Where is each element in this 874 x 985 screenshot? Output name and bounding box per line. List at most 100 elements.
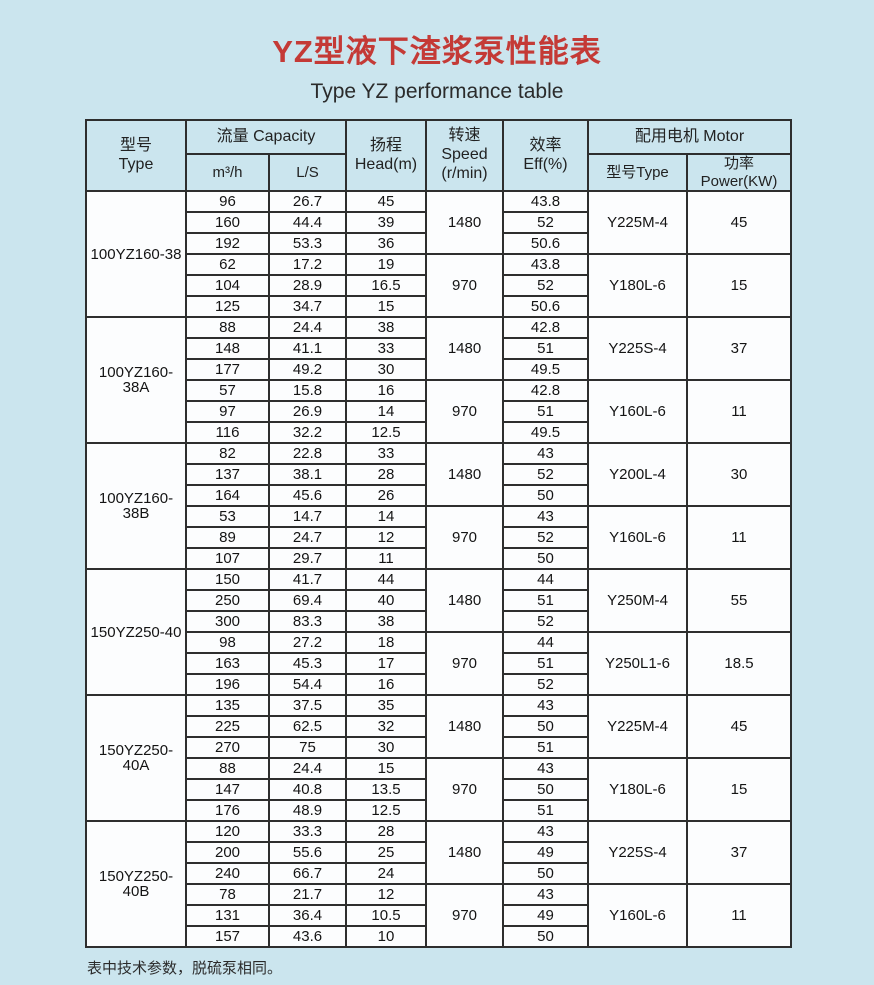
capacity-m3h-cell: 96 xyxy=(185,190,270,214)
table-row: 148 41.1 33 51 xyxy=(86,337,791,361)
head-cell: 16.5 xyxy=(345,274,427,298)
head-cell: 16 xyxy=(345,379,427,403)
eff-cell: 49.5 xyxy=(502,421,589,445)
capacity-m3h-cell: 98 xyxy=(185,631,270,655)
capacity-ls-cell: 26.9 xyxy=(268,400,347,424)
head-cell: 28 xyxy=(345,463,427,487)
capacity-m3h-cell: 78 xyxy=(185,883,270,907)
capacity-ls-cell: 22.8 xyxy=(268,442,347,466)
table-row: 98 27.2 18 970 44 Y250L1-6 18.5 xyxy=(86,631,792,697)
capacity-ls-cell: 83.3 xyxy=(268,610,347,634)
head-cell: 33 xyxy=(345,442,427,466)
table-body: 100YZ160-38 96 26.7 45 1480 43.8 Y225M-4 45 160 4… xyxy=(85,190,792,949)
table-row: 107 29.7 11 50 xyxy=(86,547,791,571)
speed-cell: 1480 xyxy=(425,694,504,760)
table-row: 150YZ250-40B 120 33.3 28 1480 43 Y225S-4 37 xyxy=(85,820,792,949)
eff-cell: 43 xyxy=(502,820,589,844)
eff-cell: 52 xyxy=(502,526,589,550)
table-row: 150YZ250-40A 135 37.5 35 1480 43 Y225M-4 45 xyxy=(85,694,792,823)
eff-cell: 52 xyxy=(502,673,589,697)
power-cell: 55 xyxy=(686,568,792,634)
eff-cell: 51 xyxy=(502,736,589,760)
capacity-m3h-cell: 147 xyxy=(185,778,270,802)
power-cell: 18.5 xyxy=(686,631,792,697)
table-row: 125 34.7 15 50.6 xyxy=(86,295,791,319)
eff-cell: 52 xyxy=(502,274,589,298)
model-cell: 100YZ160-38 xyxy=(85,190,187,319)
head-cell: 32 xyxy=(345,715,427,739)
table-row: 137 38.1 28 52 xyxy=(86,463,791,487)
table-row: 160 44.4 39 52 xyxy=(86,211,791,235)
capacity-m3h-cell: 62 xyxy=(185,253,270,277)
capacity-ls-cell: 34.7 xyxy=(268,295,347,319)
table-row: 270 75 30 51 xyxy=(86,736,791,760)
speed-cell: 970 xyxy=(425,379,504,445)
table-row: 250 69.4 40 51 xyxy=(86,589,791,613)
capacity-ls-cell: 29.7 xyxy=(268,547,347,571)
capacity-m3h-cell: 89 xyxy=(185,526,270,550)
eff-cell: 43 xyxy=(502,694,589,718)
capacity-ls-cell: 75 xyxy=(268,736,347,760)
table-row: 53 14.7 14 970 43 Y160L-6 11 xyxy=(86,505,792,571)
table-row: 57 15.8 16 970 42.8 Y160L-6 11 xyxy=(86,379,792,445)
capacity-ls-cell: 40.8 xyxy=(268,778,347,802)
head-cell: 12 xyxy=(345,883,427,907)
head-cell: 10.5 xyxy=(345,904,427,928)
power-cell: 30 xyxy=(686,442,792,508)
motor-type-cell: Y225S-4 xyxy=(587,316,688,382)
eff-cell: 49.5 xyxy=(502,358,589,382)
head-cell: 17 xyxy=(345,652,427,676)
capacity-ls-cell: 27.2 xyxy=(268,631,347,655)
speed-cell: 970 xyxy=(425,631,504,697)
eff-cell: 49 xyxy=(502,904,589,928)
eff-cell: 50 xyxy=(502,547,589,571)
eff-cell: 43 xyxy=(502,505,589,529)
model-cell: 150YZ250-40A xyxy=(85,694,187,823)
power-cell: 15 xyxy=(686,757,792,823)
capacity-ls-cell: 44.4 xyxy=(268,211,347,235)
speed-cell: 1480 xyxy=(425,442,504,508)
eff-cell: 50 xyxy=(502,778,589,802)
col-header-motor-type: 型号Type xyxy=(587,152,688,193)
speed-cell: 970 xyxy=(425,505,504,571)
table-row: 192 53.3 36 50.6 xyxy=(86,232,791,256)
capacity-m3h-cell: 196 xyxy=(185,673,270,697)
speed-cell: 1480 xyxy=(425,190,504,256)
capacity-m3h-cell: 192 xyxy=(185,232,270,256)
eff-cell: 43.8 xyxy=(502,190,589,214)
head-cell: 11 xyxy=(345,547,427,571)
capacity-m3h-cell: 137 xyxy=(185,463,270,487)
capacity-m3h-cell: 160 xyxy=(185,211,270,235)
eff-cell: 43 xyxy=(502,883,589,907)
motor-type-cell: Y225M-4 xyxy=(587,694,688,760)
col-header-motor: 配用电机 Motor xyxy=(587,119,792,155)
col-header-capacity-ls: L/S xyxy=(268,152,347,193)
eff-cell: 51 xyxy=(502,799,589,823)
capacity-m3h-cell: 131 xyxy=(185,904,270,928)
performance-table: 型号 Type 流量 Capacity 扬程 Head(m) 转速 Speed … xyxy=(85,118,792,949)
col-header-capacity-m3h: m³/h xyxy=(185,152,270,193)
capacity-ls-cell: 36.4 xyxy=(268,904,347,928)
head-cell: 39 xyxy=(345,211,427,235)
page-title: YZ型液下渣浆泵性能表 xyxy=(272,34,602,69)
eff-cell: 50.6 xyxy=(502,232,589,256)
capacity-m3h-cell: 163 xyxy=(185,652,270,676)
model-cell: 100YZ160-38B xyxy=(85,442,187,571)
capacity-m3h-cell: 125 xyxy=(185,295,270,319)
power-cell: 37 xyxy=(686,316,792,382)
motor-type-cell: Y160L-6 xyxy=(587,379,688,445)
capacity-ls-cell: 69.4 xyxy=(268,589,347,613)
head-cell: 12.5 xyxy=(345,799,427,823)
head-cell: 24 xyxy=(345,862,427,886)
capacity-m3h-cell: 97 xyxy=(185,400,270,424)
capacity-ls-cell: 15.8 xyxy=(268,379,347,403)
table-row: 200 55.6 25 49 xyxy=(86,841,791,865)
capacity-m3h-cell: 225 xyxy=(185,715,270,739)
table-row: 196 54.4 16 52 xyxy=(86,673,791,697)
capacity-ls-cell: 32.2 xyxy=(268,421,347,445)
head-cell: 10 xyxy=(345,925,427,949)
table-row: 240 66.7 24 50 xyxy=(86,862,791,886)
capacity-ls-cell: 24.4 xyxy=(268,757,347,781)
table-row: 100YZ160-38 96 26.7 45 1480 43.8 Y225M-4 45 xyxy=(85,190,792,319)
table-row: 78 21.7 12 970 43 Y160L-6 11 xyxy=(86,883,792,949)
